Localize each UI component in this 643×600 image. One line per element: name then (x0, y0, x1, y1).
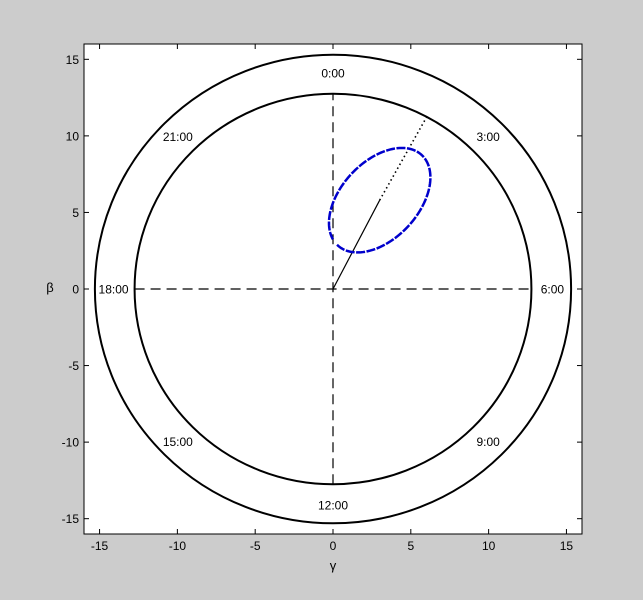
axes: -15 -10 -5 0 5 10 15 -15 -10 -5 0 5 10 15 (62, 44, 582, 553)
hour-label: 0:00 (321, 67, 345, 81)
trajectory-ellipse (327, 146, 432, 254)
hour-label: 15:00 (163, 435, 193, 449)
series-line-solid (332, 199, 381, 290)
hour-label: 6:00 (541, 283, 565, 297)
x-axis-label: γ (330, 558, 337, 573)
y-tick-label: -15 (62, 512, 80, 526)
x-tick-label: 5 (407, 539, 414, 553)
y-tick-label: 10 (66, 129, 80, 143)
x-tick-label: -10 (169, 539, 187, 553)
x-tick-label: 15 (560, 539, 574, 553)
hour-label: 18:00 (99, 283, 129, 297)
plot-content: 0:00 3:00 6:00 9:00 12:00 15:00 18:00 21:00 (93, 53, 573, 525)
x-tick-label: -15 (91, 539, 109, 553)
hour-label: 21:00 (163, 130, 193, 144)
y-tick-label: 15 (66, 53, 80, 67)
hour-label: 3:00 (476, 130, 500, 144)
x-tick-label: 0 (330, 539, 337, 553)
x-tick-label: -5 (250, 539, 261, 553)
outer-dial-circle (93, 53, 573, 525)
hour-label: 12:00 (318, 498, 348, 512)
hour-label: 9:00 (476, 435, 500, 449)
y-tick-label: 0 (72, 283, 79, 297)
y-tick-label: 5 (72, 206, 79, 220)
y-tick-label: -5 (68, 359, 79, 373)
inner-dial-circle (133, 92, 533, 486)
y-tick-label: -10 (62, 436, 80, 450)
x-tick-label: 10 (482, 539, 496, 553)
y-axis-label: β (46, 280, 53, 295)
